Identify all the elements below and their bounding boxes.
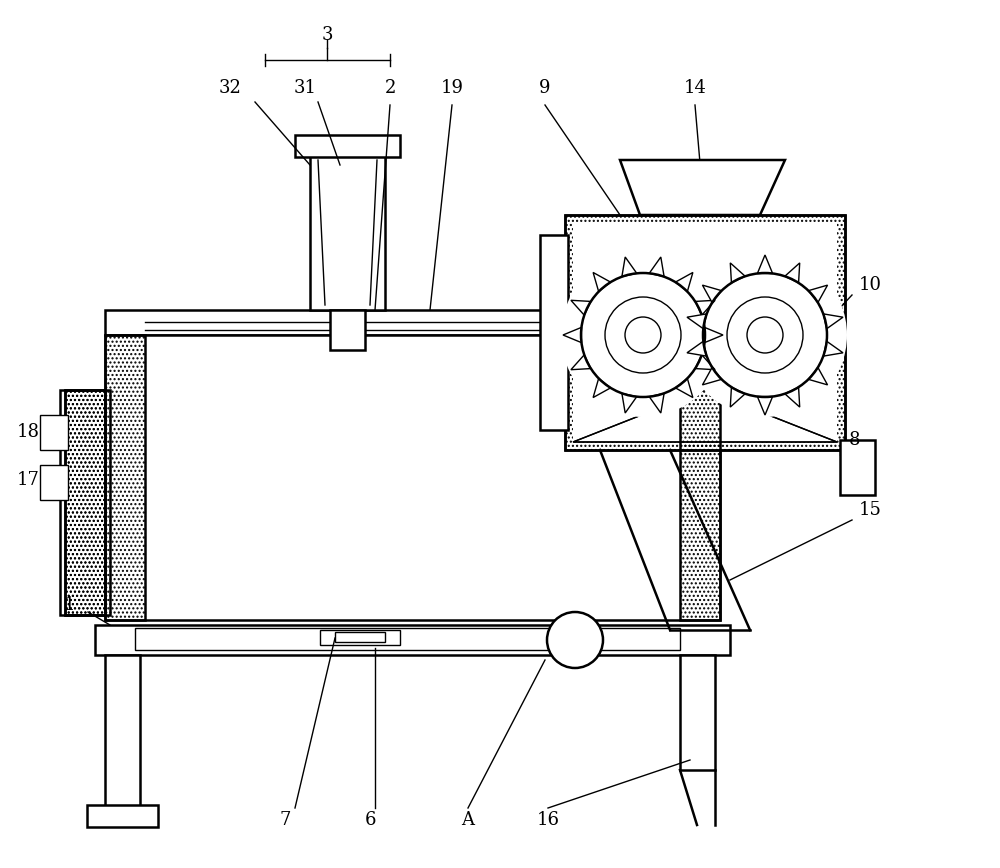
Text: 18: 18 — [16, 423, 40, 441]
Text: 3: 3 — [321, 26, 333, 44]
Circle shape — [747, 317, 783, 353]
Bar — [65, 390, 105, 615]
Circle shape — [547, 612, 603, 668]
Polygon shape — [687, 314, 707, 329]
Bar — [105, 335, 145, 620]
Polygon shape — [695, 355, 715, 370]
Bar — [60, 390, 110, 615]
Bar — [573, 223, 837, 442]
Circle shape — [561, 253, 725, 417]
Polygon shape — [702, 367, 722, 385]
Text: 8: 8 — [849, 431, 861, 449]
Polygon shape — [823, 341, 843, 356]
Text: 1: 1 — [64, 596, 76, 614]
Text: 15: 15 — [859, 501, 881, 519]
Circle shape — [625, 317, 661, 353]
Circle shape — [605, 297, 681, 373]
Bar — [310, 155, 385, 310]
Polygon shape — [622, 393, 637, 413]
Bar — [40, 415, 68, 450]
Polygon shape — [702, 285, 722, 303]
Bar — [335, 632, 385, 642]
Polygon shape — [571, 300, 591, 315]
Bar — [565, 215, 845, 450]
Text: 7: 7 — [279, 811, 291, 829]
Bar — [680, 655, 715, 770]
Polygon shape — [705, 327, 723, 343]
Polygon shape — [620, 160, 785, 215]
Polygon shape — [593, 273, 611, 292]
Text: 16: 16 — [536, 811, 560, 829]
Bar — [680, 335, 720, 620]
Bar — [65, 390, 105, 615]
Bar — [330, 310, 365, 350]
Polygon shape — [649, 257, 664, 277]
Polygon shape — [571, 355, 591, 370]
Text: 10: 10 — [858, 276, 882, 294]
Polygon shape — [622, 257, 637, 277]
Polygon shape — [649, 393, 664, 413]
Circle shape — [727, 297, 803, 373]
Polygon shape — [757, 255, 773, 273]
Polygon shape — [675, 378, 693, 398]
Bar — [95, 625, 730, 655]
Text: 2: 2 — [384, 79, 396, 97]
Bar — [320, 630, 400, 645]
Polygon shape — [730, 387, 745, 407]
Polygon shape — [808, 285, 828, 303]
Text: 19: 19 — [440, 79, 464, 97]
Circle shape — [683, 253, 847, 417]
Polygon shape — [785, 387, 800, 407]
Text: 14: 14 — [684, 79, 706, 97]
Bar — [40, 465, 68, 500]
Bar — [105, 655, 140, 820]
Text: 9: 9 — [539, 79, 551, 97]
Polygon shape — [593, 378, 611, 398]
Polygon shape — [687, 341, 707, 356]
Polygon shape — [808, 367, 828, 385]
Bar — [105, 310, 720, 335]
Text: 31: 31 — [294, 79, 316, 97]
Bar — [87, 805, 158, 827]
Text: 32: 32 — [219, 79, 241, 97]
Polygon shape — [695, 300, 715, 315]
Text: A: A — [462, 811, 475, 829]
Bar — [295, 135, 400, 157]
Polygon shape — [730, 263, 745, 283]
Text: 6: 6 — [364, 811, 376, 829]
Polygon shape — [823, 314, 843, 329]
Bar — [840, 440, 875, 495]
Bar — [540, 235, 568, 430]
Bar — [135, 628, 680, 650]
Polygon shape — [757, 397, 773, 415]
Polygon shape — [563, 327, 581, 343]
Text: 17: 17 — [17, 471, 39, 489]
Bar — [105, 335, 720, 620]
Bar — [565, 215, 845, 450]
Polygon shape — [785, 263, 800, 283]
Polygon shape — [675, 273, 693, 292]
